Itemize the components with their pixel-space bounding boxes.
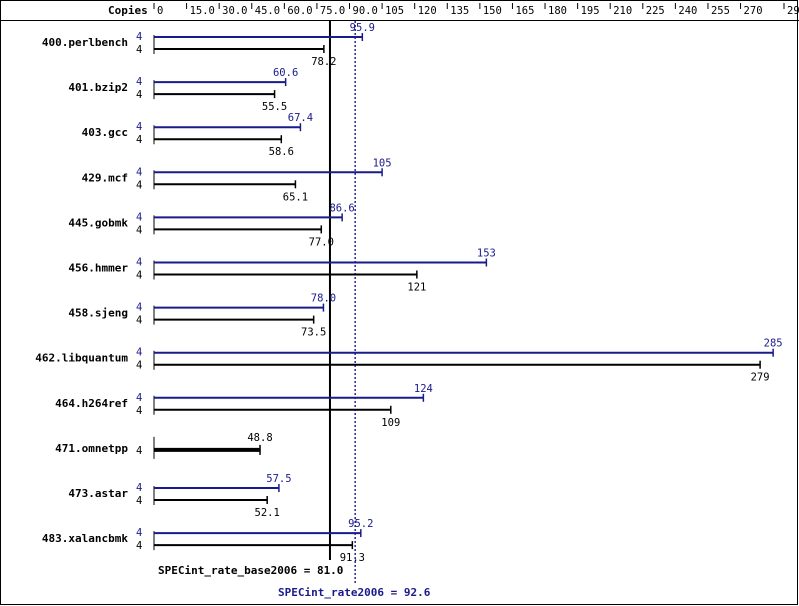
x-tick-label: 150 xyxy=(483,5,502,17)
x-tick-label: 45.0 xyxy=(255,5,280,17)
peak-copies-label: 4 xyxy=(136,482,142,494)
category-label: 458.sjeng xyxy=(68,307,128,320)
peak-copies-label: 4 xyxy=(136,31,142,43)
base-copies-label: 4 xyxy=(136,44,142,56)
x-tick-label: 165 xyxy=(515,5,534,17)
base-copies-label: 4 xyxy=(136,270,142,282)
peak-copies-label: 4 xyxy=(136,121,142,133)
peak-value-label: 78.0 xyxy=(311,293,336,305)
peak-copies-label: 4 xyxy=(136,211,142,223)
peak-value-label: 153 xyxy=(477,248,496,260)
base-copies-label: 4 xyxy=(136,315,142,327)
x-tick-label: 240 xyxy=(678,5,697,17)
base-copies-label: 4 xyxy=(136,224,142,236)
base-value-label: 78.2 xyxy=(311,56,336,68)
base-value-label: 55.5 xyxy=(262,101,287,113)
category-label: 403.gcc xyxy=(82,126,128,139)
peak-value-label: 86.6 xyxy=(329,202,354,214)
x-tick-label: 180 xyxy=(548,5,567,17)
peak-copies-label: 4 xyxy=(136,527,142,539)
peak-copies-label: 4 xyxy=(136,392,142,404)
category-label: 400.perlbench xyxy=(42,36,128,49)
category-label: 456.hmmer xyxy=(68,262,128,275)
x-tick-label: 135 xyxy=(450,5,469,17)
base-copies-label: 4 xyxy=(136,405,142,417)
peak-value-label: 60.6 xyxy=(273,67,298,79)
base-copies-label: 4 xyxy=(136,540,142,552)
base-value-label: 279 xyxy=(751,372,770,384)
x-tick-label: 225 xyxy=(646,5,665,17)
category-label: 483.xalancbmk xyxy=(42,532,128,545)
peak-copies-label: 4 xyxy=(136,166,142,178)
base-copies-label: 4 xyxy=(136,89,142,101)
peak-copies-label: 4 xyxy=(136,302,142,314)
x-tick-label: 290 xyxy=(787,5,799,17)
x-tick-label: 90.0 xyxy=(353,5,378,17)
peak-value-label: 95.9 xyxy=(350,22,375,34)
base-copies-label: 4 xyxy=(136,445,142,457)
base-value-label: 52.1 xyxy=(255,507,280,519)
peak-value-label: 57.5 xyxy=(266,473,291,485)
peak-value-label: 105 xyxy=(373,157,392,169)
base-value-label: 48.8 xyxy=(247,432,272,444)
x-tick-label: 15.0 xyxy=(190,5,215,17)
base-reference-label: SPECint_rate_base2006 = 81.0 xyxy=(158,564,343,577)
category-label: 401.bzip2 xyxy=(68,81,128,94)
base-copies-label: 4 xyxy=(136,495,142,507)
base-value-label: 73.5 xyxy=(301,327,326,339)
peak-copies-label: 4 xyxy=(136,76,142,88)
base-copies-label: 4 xyxy=(136,134,142,146)
category-label: 471.omnetpp xyxy=(55,442,128,455)
x-tick-label: 0 xyxy=(157,5,163,17)
header-copies-label: Copies xyxy=(108,4,148,17)
base-copies-label: 4 xyxy=(136,179,142,191)
x-tick-label: 105 xyxy=(385,5,404,17)
x-tick-label: 120 xyxy=(418,5,437,17)
x-tick-label: 195 xyxy=(581,5,600,17)
category-label: 464.h264ref xyxy=(55,397,128,410)
x-tick-label: 255 xyxy=(711,5,730,17)
x-tick-label: 30.0 xyxy=(222,5,247,17)
x-tick-label: 75.0 xyxy=(320,5,345,17)
base-value-label: 77.0 xyxy=(309,236,334,248)
category-label: 473.astar xyxy=(68,487,128,500)
x-tick-label: 210 xyxy=(613,5,632,17)
base-value-label: 65.1 xyxy=(283,191,308,203)
peak-value-label: 67.4 xyxy=(288,112,313,124)
category-label: 445.gobmk xyxy=(68,216,128,229)
peak-value-label: 285 xyxy=(764,338,783,350)
x-tick-label: 60.0 xyxy=(287,5,312,17)
base-value-label: 58.6 xyxy=(269,146,294,158)
base-value-label: 91.3 xyxy=(340,552,365,564)
peak-value-label: 124 xyxy=(414,383,433,395)
peak-copies-label: 4 xyxy=(136,347,142,359)
peak-copies-label: 4 xyxy=(136,257,142,269)
category-label: 429.mcf xyxy=(82,171,128,184)
peak-reference-label: SPECint_rate2006 = 92.6 xyxy=(278,586,431,599)
base-copies-label: 4 xyxy=(136,360,142,372)
base-value-label: 109 xyxy=(381,417,400,429)
category-label: 462.libquantum xyxy=(35,352,128,365)
x-tick-label: 270 xyxy=(744,5,763,17)
base-value-label: 121 xyxy=(407,282,426,294)
peak-value-label: 95.2 xyxy=(348,518,373,530)
